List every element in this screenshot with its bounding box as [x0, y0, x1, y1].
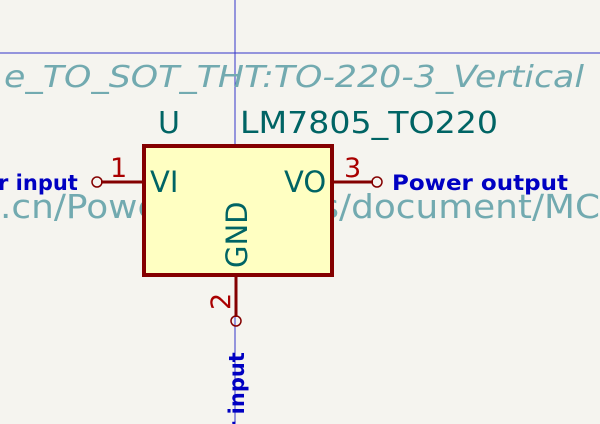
pin-1-connection-point[interactable]: [91, 176, 103, 188]
pin-2-name: GND: [220, 202, 254, 269]
regulator-body[interactable]: [142, 144, 334, 277]
pin-3-connection-point[interactable]: [371, 176, 383, 188]
pin-2-connection-point[interactable]: [230, 315, 242, 327]
net-label-pin-2[interactable]: r input: [225, 352, 249, 424]
footprint-field: e_TO_SOT_THT:TO-220-3_Vertical: [4, 60, 585, 95]
net-label-pin-3[interactable]: Power output: [392, 171, 568, 195]
reference-designator[interactable]: U: [158, 106, 180, 141]
pin-1-name: VI: [150, 165, 178, 199]
value-field[interactable]: LM7805_TO220: [240, 106, 498, 141]
pin-3-name: VO: [284, 165, 326, 199]
pin-1-number: 1: [110, 153, 127, 184]
pin-2-number: 2: [206, 293, 237, 310]
net-label-pin-1[interactable]: r input: [0, 171, 78, 195]
pin-3-number: 3: [344, 153, 361, 184]
